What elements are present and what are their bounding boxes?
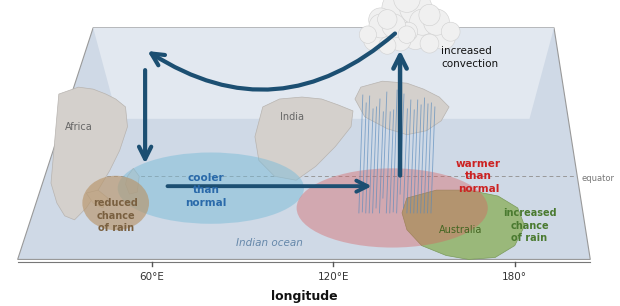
Circle shape	[410, 12, 440, 42]
Circle shape	[369, 14, 392, 38]
Text: increased
convection: increased convection	[441, 46, 498, 69]
Text: Africa: Africa	[64, 122, 92, 132]
Circle shape	[398, 26, 415, 43]
Text: cooler
than
normal: cooler than normal	[185, 173, 226, 207]
Polygon shape	[402, 190, 525, 259]
Text: 180°: 180°	[502, 272, 527, 282]
Circle shape	[423, 9, 450, 35]
Polygon shape	[255, 97, 353, 180]
Text: longitude: longitude	[271, 290, 337, 303]
Circle shape	[359, 26, 376, 43]
Text: increased
chance
of rain: increased chance of rain	[503, 208, 556, 243]
Circle shape	[379, 37, 396, 54]
Circle shape	[394, 0, 420, 12]
Circle shape	[363, 29, 385, 51]
Text: 60°E: 60°E	[140, 272, 164, 282]
Text: 120°E: 120°E	[317, 272, 349, 282]
Circle shape	[432, 26, 455, 50]
Circle shape	[422, 8, 445, 32]
Text: Australia: Australia	[439, 225, 482, 235]
Circle shape	[382, 14, 405, 38]
Polygon shape	[355, 81, 449, 135]
Circle shape	[399, 0, 432, 24]
Circle shape	[389, 29, 411, 51]
Polygon shape	[125, 168, 140, 194]
Circle shape	[419, 4, 440, 26]
Polygon shape	[51, 87, 128, 220]
Ellipse shape	[296, 168, 488, 248]
Text: Indian ocean: Indian ocean	[236, 237, 303, 248]
Circle shape	[420, 34, 439, 53]
Text: India: India	[280, 112, 304, 122]
Circle shape	[404, 26, 427, 50]
Text: warmer
than
normal: warmer than normal	[456, 159, 501, 194]
Polygon shape	[17, 28, 590, 259]
Polygon shape	[86, 190, 108, 208]
Circle shape	[372, 19, 402, 50]
Text: reduced
chance
of rain: reduced chance of rain	[93, 199, 138, 233]
Circle shape	[441, 22, 460, 41]
Circle shape	[369, 8, 392, 32]
Circle shape	[395, 23, 418, 47]
Ellipse shape	[118, 152, 304, 224]
Ellipse shape	[82, 176, 149, 230]
Circle shape	[409, 9, 435, 35]
Circle shape	[413, 15, 446, 48]
Circle shape	[382, 0, 414, 24]
Circle shape	[399, 22, 418, 41]
Text: equator: equator	[582, 174, 614, 183]
Circle shape	[374, 12, 404, 42]
Polygon shape	[93, 28, 554, 119]
Circle shape	[386, 0, 428, 41]
Circle shape	[378, 9, 397, 29]
